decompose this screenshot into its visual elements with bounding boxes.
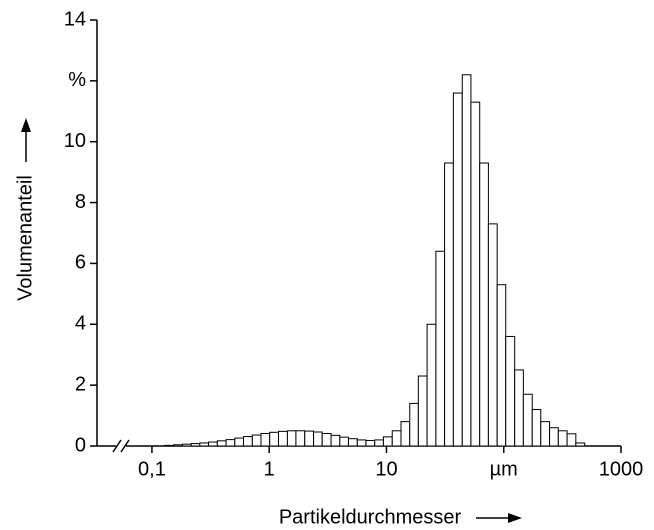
bar xyxy=(321,433,332,447)
bar xyxy=(549,427,559,447)
bar xyxy=(286,430,297,447)
bar xyxy=(522,393,533,447)
x-tick-label: 1000 xyxy=(599,458,644,480)
bar xyxy=(356,439,367,447)
bar xyxy=(417,375,428,447)
x-axis-label: Partikeldurchmesser xyxy=(279,506,462,528)
bar xyxy=(505,335,516,447)
bar xyxy=(295,430,306,447)
bar xyxy=(470,101,481,447)
bar xyxy=(208,441,218,447)
x-tick-label: 0,1 xyxy=(138,458,166,480)
bar xyxy=(409,402,419,447)
y-tick-label: 10 xyxy=(64,130,86,152)
bar xyxy=(444,162,454,447)
bar xyxy=(479,162,489,447)
y-tick-label: % xyxy=(68,69,86,91)
bar xyxy=(190,443,201,447)
bar xyxy=(461,74,472,447)
bar xyxy=(452,92,463,447)
bar xyxy=(531,408,542,447)
bar xyxy=(277,430,288,447)
bar xyxy=(234,437,245,447)
y-tick-label: 6 xyxy=(75,252,86,274)
y-tick-label: 4 xyxy=(75,313,86,335)
bar xyxy=(199,442,210,447)
bar xyxy=(382,436,393,447)
y-axis-label: Volumenanteil xyxy=(14,175,36,301)
bar xyxy=(304,430,315,447)
y-arrow xyxy=(21,118,31,162)
y-tick-label: 0 xyxy=(75,434,86,456)
bar xyxy=(540,421,551,447)
bar xyxy=(365,440,376,447)
bar xyxy=(575,442,586,447)
bar xyxy=(339,436,349,447)
bar xyxy=(260,433,271,447)
x-tick-label: 10 xyxy=(375,458,397,480)
y-tick-label: 8 xyxy=(75,191,86,213)
y-tick-label: 2 xyxy=(75,373,86,395)
x-tick-label: 1 xyxy=(264,458,275,480)
bar xyxy=(313,431,323,447)
x-arrow xyxy=(476,513,522,523)
bar xyxy=(243,436,253,447)
bar xyxy=(181,443,192,447)
x-tick-label: µm xyxy=(490,458,518,480)
bar xyxy=(487,223,498,447)
axis-break xyxy=(120,439,130,453)
bar xyxy=(400,421,411,447)
bar xyxy=(566,433,577,447)
axis-break xyxy=(112,439,122,453)
bar xyxy=(269,431,279,447)
bar xyxy=(251,434,262,447)
bar xyxy=(435,250,446,447)
y-tick-label: 14 xyxy=(64,8,86,30)
bar xyxy=(391,430,402,447)
bar xyxy=(164,444,175,447)
bar xyxy=(514,369,524,447)
bar xyxy=(557,430,568,447)
bar xyxy=(216,440,227,447)
bar xyxy=(173,444,183,447)
bar xyxy=(330,434,341,447)
bar xyxy=(426,323,437,447)
bar xyxy=(496,284,507,447)
bar xyxy=(347,438,358,447)
bar xyxy=(225,439,236,447)
bar xyxy=(374,439,384,447)
